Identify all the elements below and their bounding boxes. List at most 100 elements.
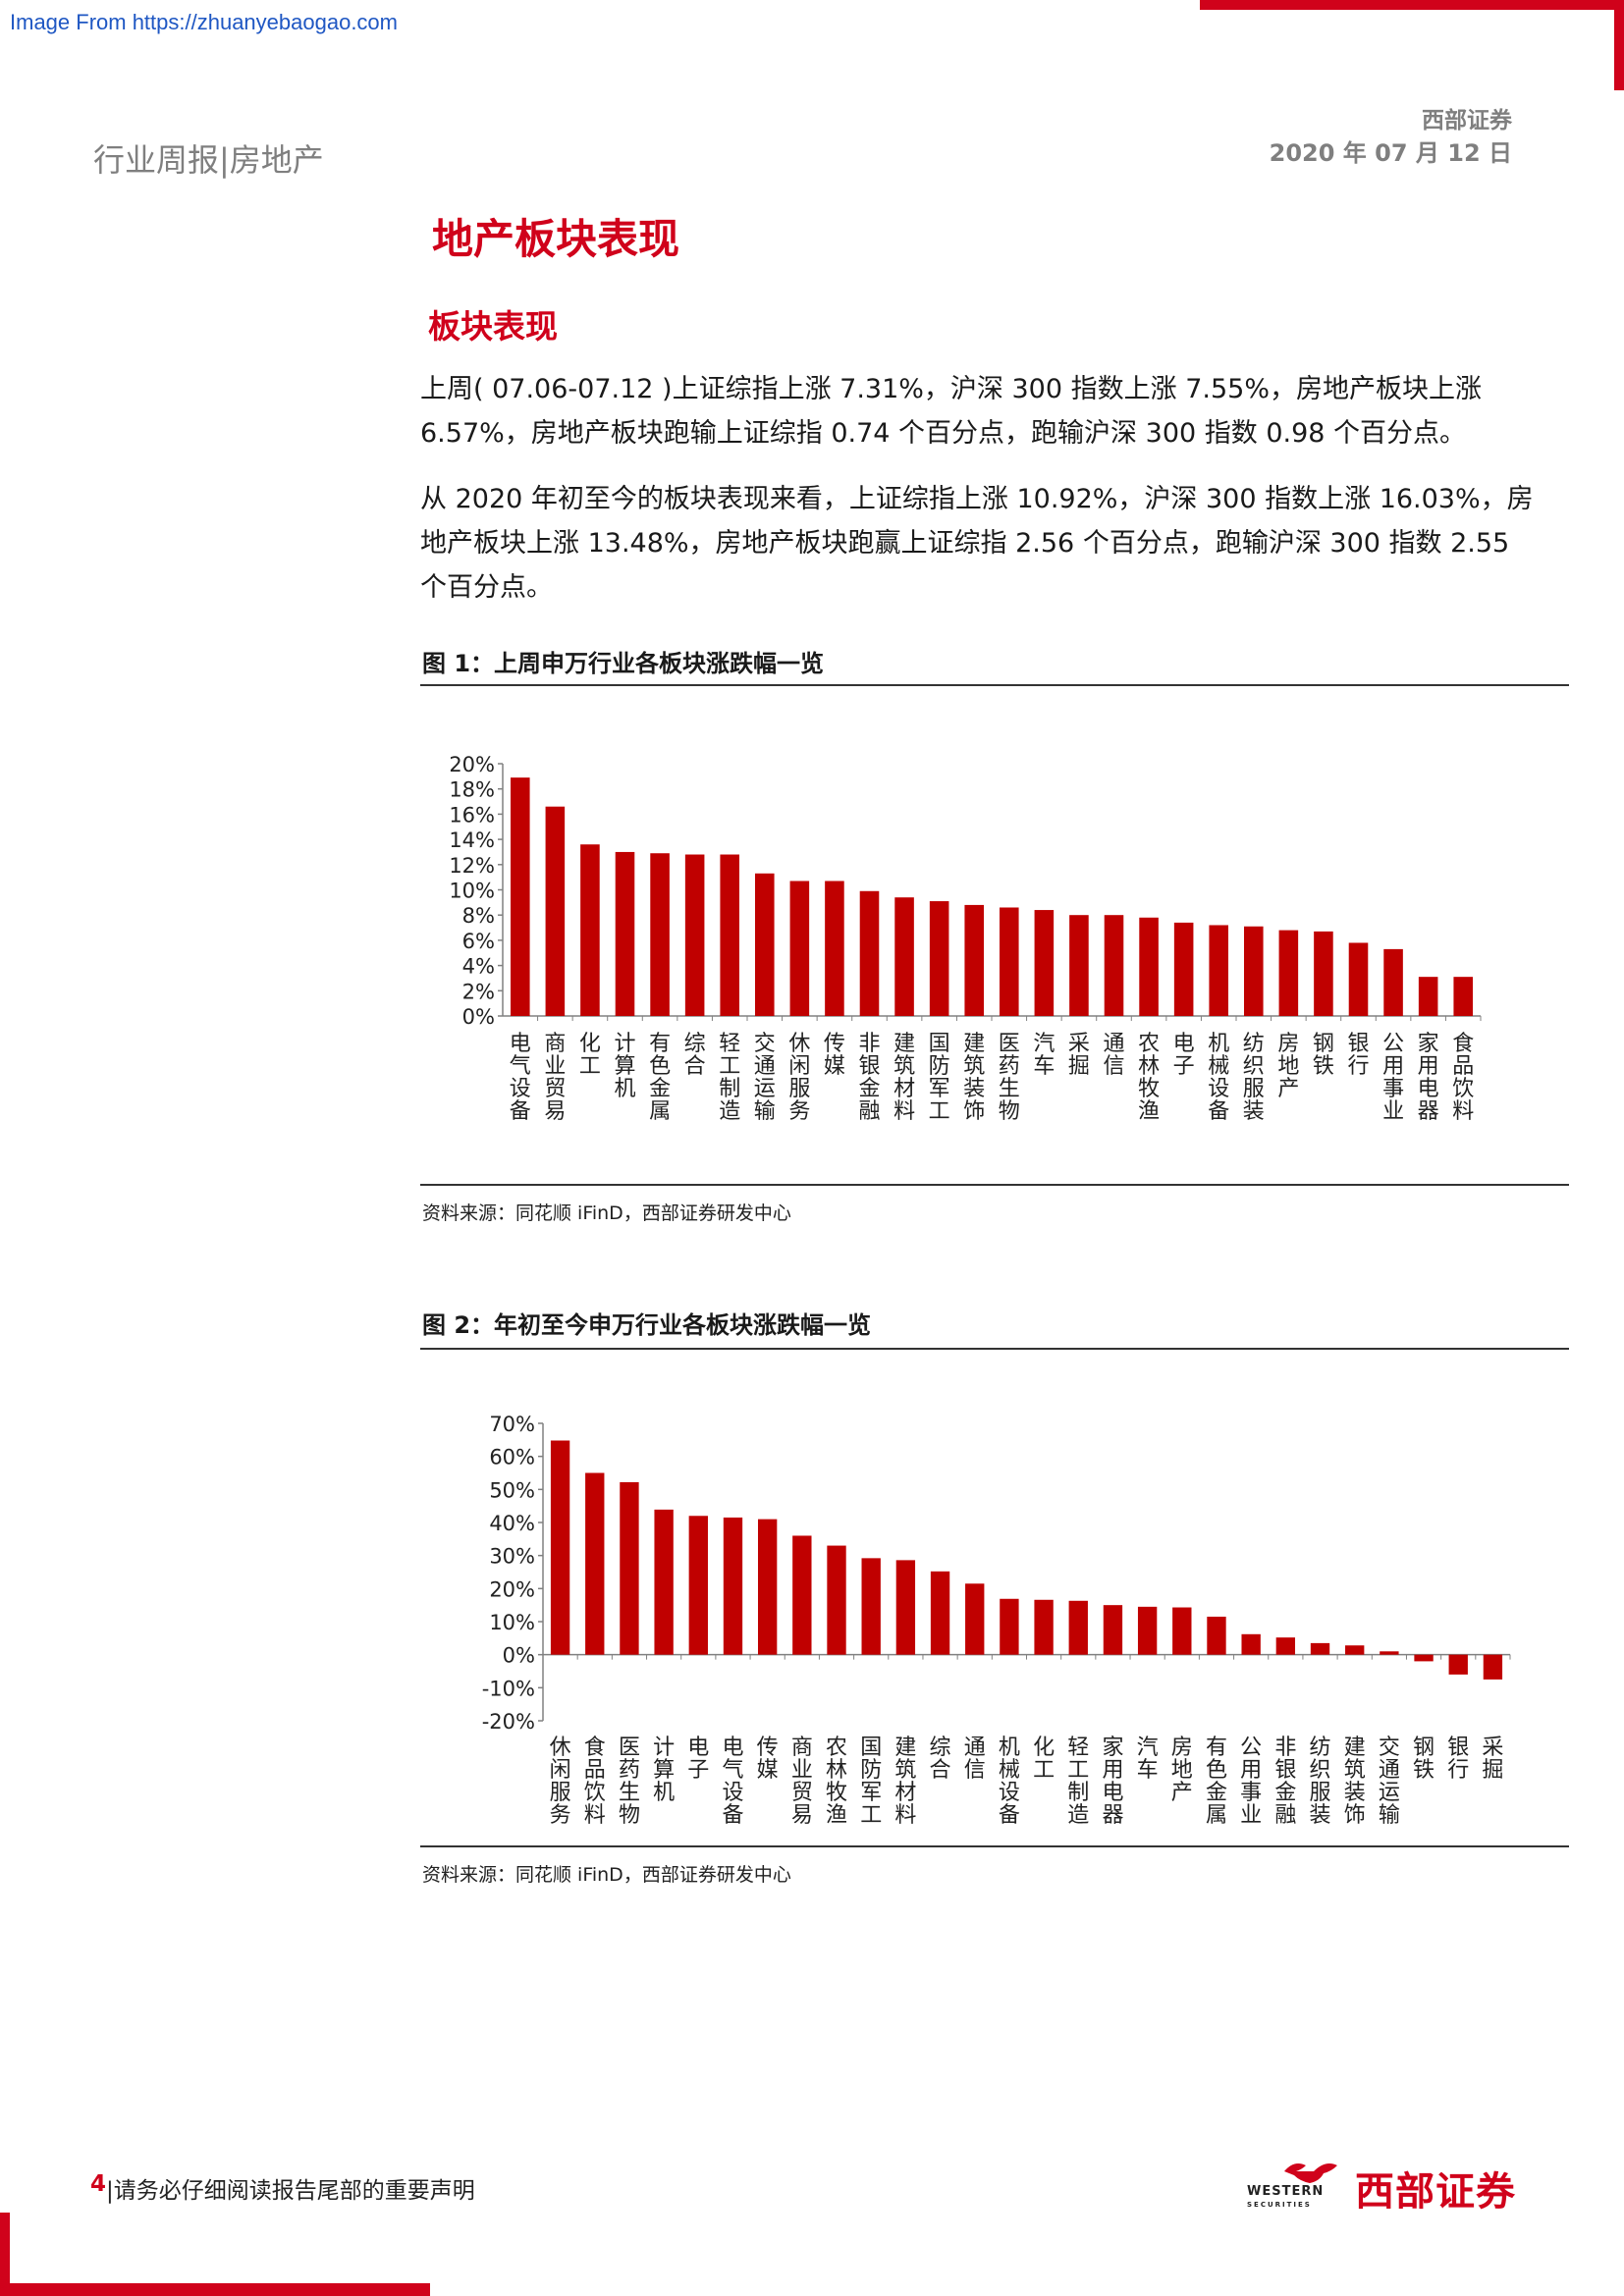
x-category-label: 非银金融 (858, 1032, 880, 1124)
bar-采掘 (1069, 915, 1089, 1016)
bar-计算机 (615, 851, 635, 1016)
x-category-label: 农林牧渔 (826, 1735, 847, 1828)
y-tick-label: 10% (489, 1611, 535, 1634)
bull-icon (1284, 2163, 1337, 2183)
x-category-label: 采掘 (1482, 1735, 1503, 1783)
section-title: 地产板块表现 (432, 215, 680, 263)
x-category-label: 计算机 (614, 1032, 635, 1101)
x-category-label: 化工 (1033, 1735, 1055, 1783)
y-tick-label: 10% (449, 880, 495, 903)
watermark-link[interactable]: Image From https://zhuanyebaogao.com (10, 10, 398, 34)
bottom-red-bar-vertical (0, 2213, 10, 2296)
y-tick-label: 12% (449, 854, 495, 878)
y-tick-label: 0% (462, 1005, 495, 1029)
bar-商业贸易 (792, 1535, 812, 1655)
bar-纺织服装 (1310, 1642, 1330, 1655)
page-number: 4 (90, 2171, 107, 2197)
x-category-label: 家用电器 (1102, 1735, 1123, 1828)
bar-非银金融 (1275, 1637, 1296, 1655)
bar-化工 (1034, 1599, 1054, 1655)
bar-食品饮料 (585, 1472, 605, 1655)
y-tick-label: 14% (449, 828, 495, 852)
x-category-label: 医药生物 (619, 1735, 640, 1828)
bar-轻工制造 (1068, 1600, 1088, 1655)
x-category-label: 公用事业 (1240, 1735, 1262, 1828)
bar-国防军工 (929, 901, 949, 1016)
bar-建筑装饰 (964, 904, 984, 1016)
logo-english-sub: SECURITIES (1247, 2201, 1312, 2209)
x-category-label: 机械设备 (1208, 1032, 1229, 1124)
bar-纺织服装 (1244, 926, 1264, 1016)
x-category-label: 农林牧渔 (1138, 1032, 1160, 1124)
y-tick-label: 70% (489, 1413, 535, 1436)
bar-轻工制造 (720, 854, 739, 1016)
bar-采掘 (1483, 1654, 1503, 1680)
y-tick-label: 8% (462, 904, 495, 928)
bar-银行 (1348, 942, 1369, 1016)
x-category-label: 电气设备 (722, 1735, 743, 1828)
subsection-title: 板块表现 (428, 307, 558, 346)
figure2-bar-chart: -20% -10% 0% 10% 20% 30% 40% 50% 60% 70% 休闲服务 食品饮料医… (420, 1394, 1569, 1841)
y-tick-label: 18% (449, 778, 495, 802)
bar-有色金属 (650, 853, 670, 1016)
x-category-label: 建筑装饰 (963, 1032, 985, 1124)
y-tick-label: 2% (462, 980, 495, 1003)
x-category-label: 传媒 (824, 1032, 845, 1079)
bar-公用事业 (1241, 1633, 1261, 1655)
x-category-label: 通信 (964, 1735, 986, 1783)
x-category-label: 交通运输 (1379, 1735, 1400, 1828)
y-tick-label: 40% (489, 1512, 535, 1535)
x-category-label: 房地产 (1277, 1032, 1299, 1101)
bar-通信 (1104, 915, 1124, 1016)
bottom-red-bar (0, 2283, 430, 2296)
x-category-label: 商业贸易 (544, 1032, 566, 1124)
bar-建筑装饰 (1345, 1645, 1365, 1655)
x-category-label: 电子 (687, 1735, 709, 1783)
bar-房地产 (1278, 930, 1299, 1016)
x-category-label: 建筑材料 (893, 1032, 915, 1124)
x-category-label: 通信 (1103, 1032, 1124, 1079)
figure2-title: 图 2：年初至今申万行业各板块涨跌幅一览 (422, 1311, 872, 1339)
bar-通信 (965, 1583, 985, 1655)
x-category-label: 房地产 (1171, 1735, 1193, 1805)
bar-农林牧渔 (827, 1545, 846, 1655)
top-red-bar (1200, 0, 1624, 10)
paragraph-ytd-performance: 从 2020 年初至今的板块表现来看，上证综指上涨 10.92%，沪深 300 … (420, 484, 1534, 603)
bar-机械设备 (1000, 1598, 1019, 1655)
footer-disclaimer: |请务必仔细阅读报告尾部的重要声明 (106, 2178, 475, 2204)
y-tick-label: -10% (482, 1677, 535, 1700)
bar-汽车 (1137, 1606, 1158, 1655)
header-date: 2020 年 07 月 12 日 (1269, 139, 1512, 167)
figure2-source: 资料来源：同花顺 iFinD，西部证券研发中心 (422, 1864, 791, 1886)
y-tick-label: 20% (449, 753, 495, 776)
figure1-top-rule (420, 684, 1569, 686)
figure1-title: 图 1：上周申万行业各板块涨跌幅一览 (422, 650, 825, 677)
bar-休闲服务 (550, 1440, 570, 1655)
bar-建筑材料 (894, 897, 914, 1016)
bar-建筑材料 (895, 1560, 916, 1655)
x-category-label: 银行 (1347, 1032, 1369, 1079)
y-tick-label: -20% (482, 1710, 535, 1734)
bar-食品饮料 (1453, 977, 1473, 1016)
bar-农林牧渔 (1139, 917, 1159, 1016)
x-category-label: 建筑材料 (894, 1735, 916, 1828)
figure1-bottom-rule (420, 1184, 1569, 1186)
x-category-label: 轻工制造 (1067, 1735, 1089, 1828)
bar-钢铁 (1414, 1654, 1434, 1662)
figure2-top-rule (420, 1348, 1569, 1350)
bar-计算机 (654, 1509, 674, 1655)
bar-电子 (1173, 922, 1194, 1016)
bar-电子 (688, 1516, 708, 1655)
header-company: 西部证券 (1422, 108, 1512, 133)
x-category-label: 医药生物 (999, 1032, 1020, 1124)
bar-医药生物 (1000, 907, 1019, 1016)
x-category-label: 家用电器 (1418, 1032, 1439, 1124)
y-tick-label: 4% (462, 955, 495, 979)
bar-电气设备 (723, 1517, 743, 1655)
bar-汽车 (1034, 910, 1055, 1016)
x-category-label: 休闲服务 (550, 1735, 571, 1828)
bar-公用事业 (1383, 948, 1403, 1016)
x-category-label: 商业贸易 (791, 1735, 813, 1828)
y-tick-label: 30% (489, 1545, 535, 1569)
bar-综合 (684, 854, 705, 1016)
